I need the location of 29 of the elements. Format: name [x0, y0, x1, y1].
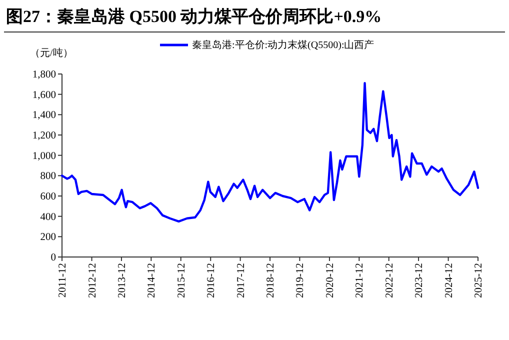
y-tick-label: 1,200 [32, 130, 56, 142]
y-axis-title: （元/吨） [30, 47, 73, 59]
x-tick-label: 2014-12 [146, 263, 158, 298]
y-tick-label: 1,000 [32, 150, 56, 162]
x-tick-label: 2017-12 [236, 263, 247, 298]
x-tick-label: 2025-12 [474, 263, 484, 298]
x-tick-label: 2024-12 [444, 263, 455, 298]
y-tick-label: 200 [40, 232, 56, 244]
x-tick-label: 2011-12 [58, 263, 68, 298]
x-tick-label: 2018-12 [266, 263, 276, 298]
x-tick-label: 2013-12 [116, 263, 128, 298]
x-tick-label: 2012-12 [87, 263, 98, 298]
y-tick-label: 0 [50, 252, 56, 264]
y-tick-label: 800 [40, 171, 56, 182]
chart-title: 图27：秦皇岛港 Q5500 动力煤平仓价周环比+0.9% [6, 7, 382, 26]
x-tick-label: 2021-12 [354, 263, 366, 298]
x-tick-label: 2022-12 [384, 263, 396, 298]
y-tick-label: 400 [40, 212, 56, 223]
y-tick-label: 1,800 [32, 70, 56, 80]
x-tick-label: 2015-12 [176, 263, 188, 298]
x-tick-label: 2020-12 [324, 263, 336, 298]
y-tick-label: 600 [40, 192, 56, 202]
x-tick-label: 2023-12 [414, 263, 426, 298]
x-tick-label: 2019-12 [295, 263, 306, 298]
y-tick-label: 1,400 [32, 110, 56, 122]
y-tick-label: 1,600 [32, 90, 56, 101]
legend-label: 秦皇岛港:平仓价:动力末煤(Q5500):山西产 [192, 39, 374, 51]
x-tick-label: 2016-12 [206, 263, 218, 298]
line-series [60, 82, 480, 223]
